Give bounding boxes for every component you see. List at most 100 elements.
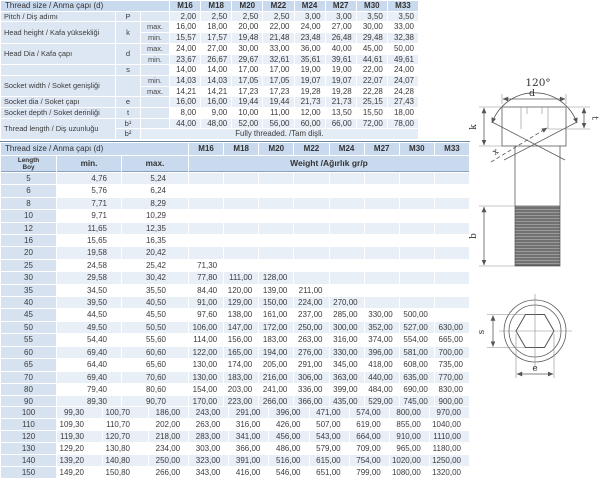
weight-cell: 516,00 — [269, 455, 309, 466]
length-label-tr: Boy — [22, 163, 35, 171]
max-cell: 55,60 — [122, 334, 188, 346]
weight-row: 12 11,65 12,35 — [1, 222, 469, 235]
weight-cell — [364, 222, 399, 235]
spec-row: Thread length / Diş uzunluğu b¹ 44,00 48,00… — [1, 118, 418, 140]
max-cell: 35,50 — [122, 284, 188, 297]
weight-row: 60 69,40 60,60 122,00 165,00 194,00 276,00 330,… — [1, 346, 469, 359]
length-cell: 20 — [1, 247, 56, 259]
length-cell: 150 — [1, 467, 56, 478]
spec-value-cell: 39,61 — [325, 54, 356, 65]
weight-cell: 84,40 — [189, 284, 224, 297]
spec-value-cell: 14,00 — [170, 65, 201, 75]
max-cell: 110,70 — [103, 419, 148, 430]
dim-label-s: s — [477, 329, 487, 334]
weight-cell — [329, 235, 364, 247]
spec-symbol-cell: e — [116, 97, 140, 108]
weight-row: 10 9,71 10,29 — [1, 210, 469, 222]
dim-label-x: x — [491, 147, 501, 158]
min-cell: 69,40 — [57, 346, 121, 359]
weight-cell: 303,00 — [189, 443, 229, 454]
spec-value-cell: 22,00 — [263, 22, 294, 33]
min-column-header: min. — [57, 156, 121, 172]
weight-cell: 619,00 — [349, 419, 389, 430]
weight-cell — [224, 185, 259, 197]
weight-cell: 665,00 — [434, 334, 469, 346]
spec-qualifier-cell: max. — [141, 86, 169, 97]
weight-cell: 1250,00 — [429, 455, 469, 466]
spec-value-cell: 2,50 — [232, 11, 263, 22]
min-cell: 39,50 — [57, 297, 121, 309]
spec-value-cell: 20,00 — [232, 22, 263, 33]
weight-cell: 71,30 — [189, 259, 224, 272]
spec-value-cell: 19,44 — [232, 97, 263, 108]
weight-cell: 1320,00 — [429, 467, 469, 478]
spec-value-cell: 3,50 — [387, 11, 418, 22]
weight-cell — [224, 173, 259, 185]
length-cell: 45 — [1, 309, 56, 321]
weight-cell: 1080,00 — [389, 467, 429, 478]
weight-cell — [364, 235, 399, 247]
spec-symbol-cell: b² — [116, 129, 140, 140]
weight-cell: 615,00 — [309, 455, 349, 466]
spec-value-cell: 19,00 — [294, 65, 325, 75]
size-column-header: M33 — [387, 1, 418, 11]
length-cell: 60 — [1, 346, 56, 359]
spec-value-cell: 27,43 — [387, 97, 418, 108]
weight-cell — [294, 210, 329, 222]
weight-cell: 202,00 — [149, 419, 189, 430]
spec-row: min. 15,57 17,57 19,48 21,48 23,48 26,48 29,48 3… — [1, 33, 418, 43]
spec-value-cell: 26,67 — [201, 54, 232, 65]
max-cell: 10,29 — [122, 210, 188, 222]
weight-cell: 172,00 — [259, 321, 294, 334]
weight-cell: 114,00 — [189, 334, 224, 346]
weight-cell — [364, 197, 399, 210]
spec-symbol-cell — [116, 75, 140, 97]
weight-cell — [434, 222, 469, 235]
length-cell: 12 — [1, 222, 56, 235]
weight-cell: 399,00 — [329, 383, 364, 396]
weight-row: 100 99,30 100,70 186,00 243,00 291,00 396,00 47… — [1, 407, 469, 418]
spec-value-cell: 26,48 — [325, 33, 356, 43]
min-cell: 64,40 — [57, 359, 121, 371]
weight-row: 30 29,58 30,42 77,80 111,00 128,00 — [1, 272, 469, 284]
weight-cell: 471,00 — [309, 407, 349, 418]
weight-cell — [399, 284, 434, 297]
weight-cell: 900,00 — [434, 396, 469, 408]
weight-cell: 366,00 — [229, 443, 269, 454]
weight-cell: 323,00 — [189, 455, 229, 466]
weight-cell — [329, 185, 364, 197]
weight-cell: 330,00 — [364, 309, 399, 321]
length-cell: 80 — [1, 383, 56, 396]
max-cell: 12,35 — [122, 222, 188, 235]
spec-value-cell: 19,07 — [325, 75, 356, 86]
max-cell: 50,50 — [122, 321, 188, 334]
length-cell: 55 — [1, 334, 56, 346]
weight-row: 90 89,30 90,70 170,00 223,00 266,00 366,00 435,… — [1, 396, 469, 408]
size-column-header: M18 — [224, 143, 259, 155]
spec-value-cell: 17,23 — [263, 86, 294, 97]
weight-cell — [294, 247, 329, 259]
length-cell: 25 — [1, 259, 56, 272]
max-cell: 120,70 — [103, 431, 148, 442]
spec-qualifier-cell — [141, 108, 169, 118]
weight-cell — [189, 210, 224, 222]
dim-label-k: k — [469, 124, 479, 130]
spec-value-cell: 23,67 — [170, 54, 201, 65]
weight-cell: 183,00 — [224, 371, 259, 383]
weight-cell: 554,00 — [399, 334, 434, 346]
spec-value-cell: 72,00 — [356, 118, 387, 129]
weight-cell — [434, 259, 469, 272]
spec-value-cell: 33,00 — [263, 43, 294, 54]
spec-value-cell: 60,00 — [294, 118, 325, 129]
spec-row: Head Dia / Kafa çapı d max. 24,00 27,00 30,00… — [1, 43, 418, 65]
weight-cell: 1040,00 — [429, 419, 469, 430]
angle-arc — [491, 92, 578, 124]
weight-cell: 156,00 — [224, 334, 259, 346]
max-cell: 65,60 — [122, 359, 188, 371]
spec-value-cell: 36,00 — [294, 43, 325, 54]
weight-cell — [364, 272, 399, 284]
spec-value-cell: 24,28 — [387, 86, 418, 97]
weight-cell: 1110,00 — [429, 431, 469, 442]
weight-cell: 241,00 — [259, 383, 294, 396]
weight-cell — [434, 309, 469, 321]
